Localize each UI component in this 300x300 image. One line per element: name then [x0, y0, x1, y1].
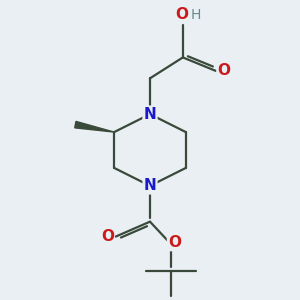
Text: O: O [218, 63, 231, 78]
Text: O: O [168, 235, 181, 250]
Text: O: O [175, 7, 188, 22]
Text: N: N [144, 107, 156, 122]
Text: N: N [144, 178, 156, 193]
Polygon shape [75, 122, 114, 132]
Text: H: H [191, 8, 202, 22]
Text: O: O [101, 229, 114, 244]
